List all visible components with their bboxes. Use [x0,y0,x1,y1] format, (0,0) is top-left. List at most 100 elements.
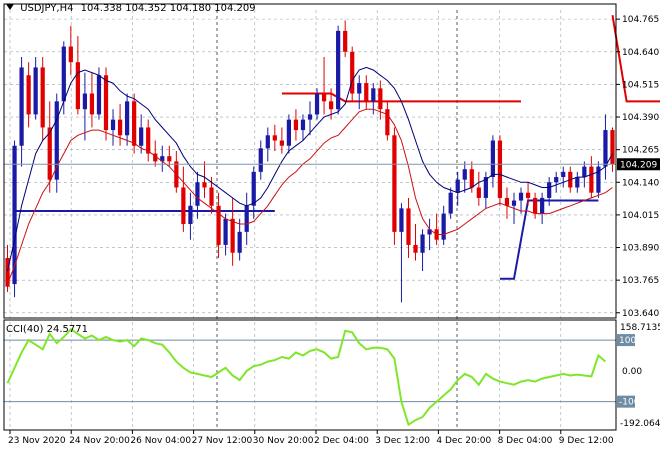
candle-body [336,30,341,110]
candle [392,127,397,245]
candle-body [61,46,66,102]
candle [279,127,284,154]
time-tick-label: 4 Dec 20:00 [436,436,491,446]
candle-body [575,177,580,188]
candle [350,46,355,102]
price-tick-label: 104.265 [622,146,659,156]
dropdown-triangle-icon[interactable] [6,4,14,10]
candle [561,166,566,188]
candle [181,166,186,232]
time-tick-label: 3 Dec 12:00 [375,436,430,446]
candle [12,140,17,298]
candle-body [89,93,95,115]
cci-pane-border [3,319,617,431]
candle [293,109,299,141]
candle-body [399,208,404,232]
current-price-label: 104.209 [620,160,657,170]
candle [441,205,446,245]
candle-body [378,88,383,110]
candle [314,88,320,120]
candle [307,101,313,136]
candle [153,140,158,167]
candle-body [96,75,102,115]
candle [610,127,615,172]
candle-body [483,177,488,198]
candle-body [357,83,362,94]
candle [251,166,256,219]
candle [413,224,418,261]
candle [518,187,524,214]
candle [146,119,151,162]
candle [209,177,214,214]
candle-body [223,218,228,245]
candle-body [40,67,45,128]
candle [265,127,270,162]
candle [5,244,10,292]
candle-body [75,62,80,110]
price-tick-label: 104.765 [622,15,659,25]
candle-body [33,67,38,115]
cci-min-label: -192.0645 [620,419,660,429]
candle [244,192,249,245]
candle-body [216,205,221,245]
price-tick-label: 104.015 [622,211,659,221]
candle [589,156,594,198]
candle-body [251,171,256,206]
candle [54,93,59,193]
candle [89,72,95,128]
candle [420,229,425,272]
candle [110,109,116,146]
step-level-3 [611,15,660,103]
time-tick-label: 2 Dec 04:00 [314,436,369,446]
candle [202,161,207,198]
candle-body [132,101,137,146]
candle [47,101,52,193]
candle [124,93,130,146]
symbol-label: USDJPY,H4 [20,3,74,14]
candle-body [413,244,418,253]
time-tick-label: 23 Nov 2020 [8,436,66,446]
candle [139,114,144,154]
candle [540,192,545,225]
candle-body [202,182,207,188]
candle-body [561,171,566,178]
candle-body [497,140,503,198]
candle [167,145,172,167]
candle-body [167,156,172,162]
candle-body [54,101,59,180]
candle [483,171,488,209]
candle [343,20,348,57]
candle [117,103,123,146]
candle-body [314,93,320,115]
step-level-2 [499,199,599,280]
cci-level-label: 0.00 [622,367,642,377]
candle-body [385,109,390,136]
time-tick-label: 26 Nov 04:00 [130,436,191,446]
candle-body [420,234,425,253]
candle-body [153,153,158,162]
cci-level-badge [617,395,635,408]
cci-max-label: 158.7135 [620,323,660,333]
candle-body [343,30,348,52]
cci-level-label: -100 [619,398,640,408]
candle-body [258,148,263,172]
candle-body [188,205,193,225]
candle-body [350,51,355,94]
price-tick-label: 104.390 [622,113,659,123]
candle-body [532,197,538,214]
candle [19,56,24,167]
candle-body [68,46,73,63]
cci-level-badge [617,334,635,347]
candlestick-series [5,20,615,303]
candle-body [139,127,144,146]
candle [462,161,467,193]
candle [406,197,411,258]
candle-body [230,218,235,253]
price-tick-label: 104.640 [622,48,659,58]
candle-body [589,166,594,193]
candle [174,150,179,193]
candle [554,171,559,193]
candle [525,182,531,206]
